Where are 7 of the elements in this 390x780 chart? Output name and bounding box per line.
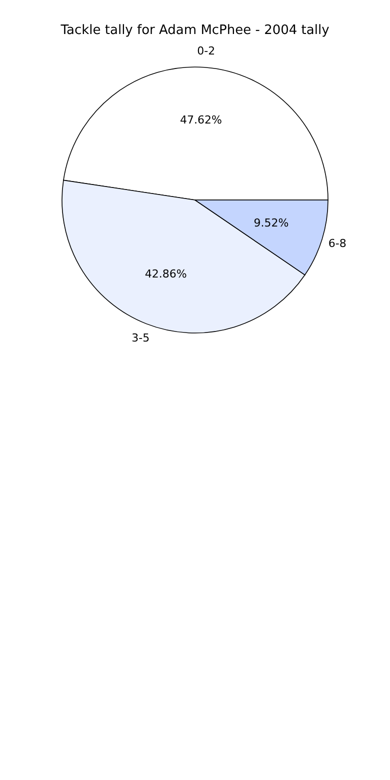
slice-label: 3-5 (132, 332, 150, 345)
data-label: 47.62% (180, 113, 222, 126)
data-label: 9.52% (254, 216, 289, 230)
slice-label: 6-8 (328, 236, 346, 250)
data-label: 42.86% (144, 267, 187, 280)
chart-title: Tackle tally for Adam McPhee - 2004 tally (60, 23, 330, 38)
slice-label: 0-2 (197, 44, 216, 58)
